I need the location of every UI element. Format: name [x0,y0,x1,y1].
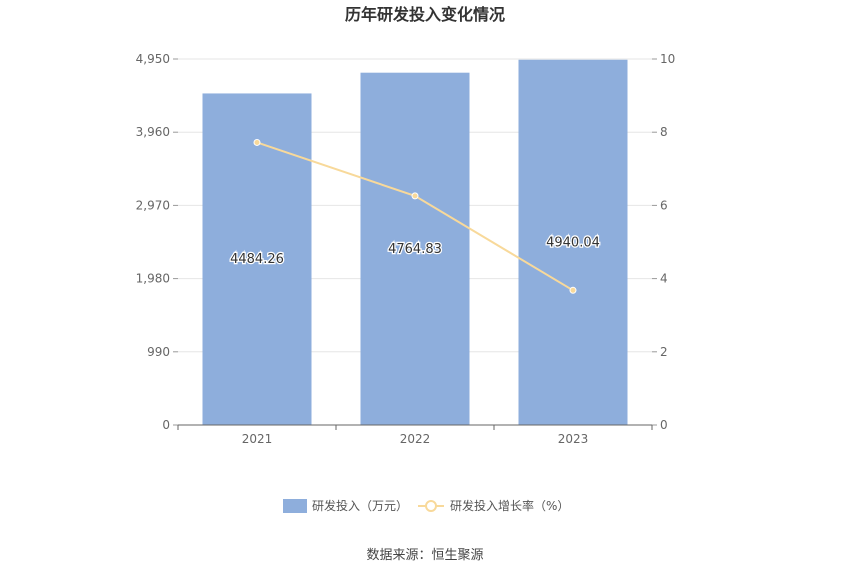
legend-swatch-bar[interactable] [283,499,307,513]
y-left-tick-label: 1,980 [136,272,170,286]
bar-value-label: 4940.04 [546,235,600,250]
bar-labels: 4484.26 4764.83 4940.04 [229,234,601,268]
legend-label-line[interactable]: 研发投入增长率（%） [450,498,569,513]
y-left-tick-label: 990 [147,345,170,359]
y-right-tick-label: 10 [660,52,675,66]
line-point[interactable] [253,138,261,146]
bar[interactable] [360,72,470,426]
line-series [253,138,577,294]
bar[interactable] [518,59,628,425]
x-axis: 2021 2022 2023 [177,424,653,446]
y-axis-right: 0 2 4 6 8 10 [652,52,675,432]
y-left-tick-label: 4,950 [136,52,170,66]
legend-label-bar[interactable]: 研发投入（万元） [312,498,408,513]
y-left-tick-label: 0 [162,418,170,432]
y-left-tick-label: 3,960 [136,125,170,139]
y-axis-left: 0 990 1,980 2,970 3,960 4,950 [136,52,178,432]
line-point[interactable] [569,286,577,294]
y-right-tick-label: 6 [660,198,668,212]
chart-title: 历年研发投入变化情况 [345,5,505,24]
x-tick-label: 2023 [558,432,589,446]
y-right-tick-label: 2 [660,345,668,359]
legend: 研发投入（万元） 研发投入增长率（%） [283,498,569,513]
bar-value-label: 4484.26 [230,252,284,267]
x-tick-label: 2022 [400,432,431,446]
legend-swatch-line-marker [425,500,437,512]
y-right-tick-label: 0 [660,418,668,432]
source-note: 数据来源：恒生聚源 [366,548,483,563]
bar-series [202,59,628,426]
bar[interactable] [202,93,312,426]
y-right-tick-label: 4 [660,272,668,286]
y-right-tick-label: 8 [660,125,668,139]
bar-value-label: 4764.83 [388,242,442,257]
line-point[interactable] [411,192,419,200]
x-tick-label: 2021 [242,432,273,446]
y-left-tick-label: 2,970 [136,198,170,212]
